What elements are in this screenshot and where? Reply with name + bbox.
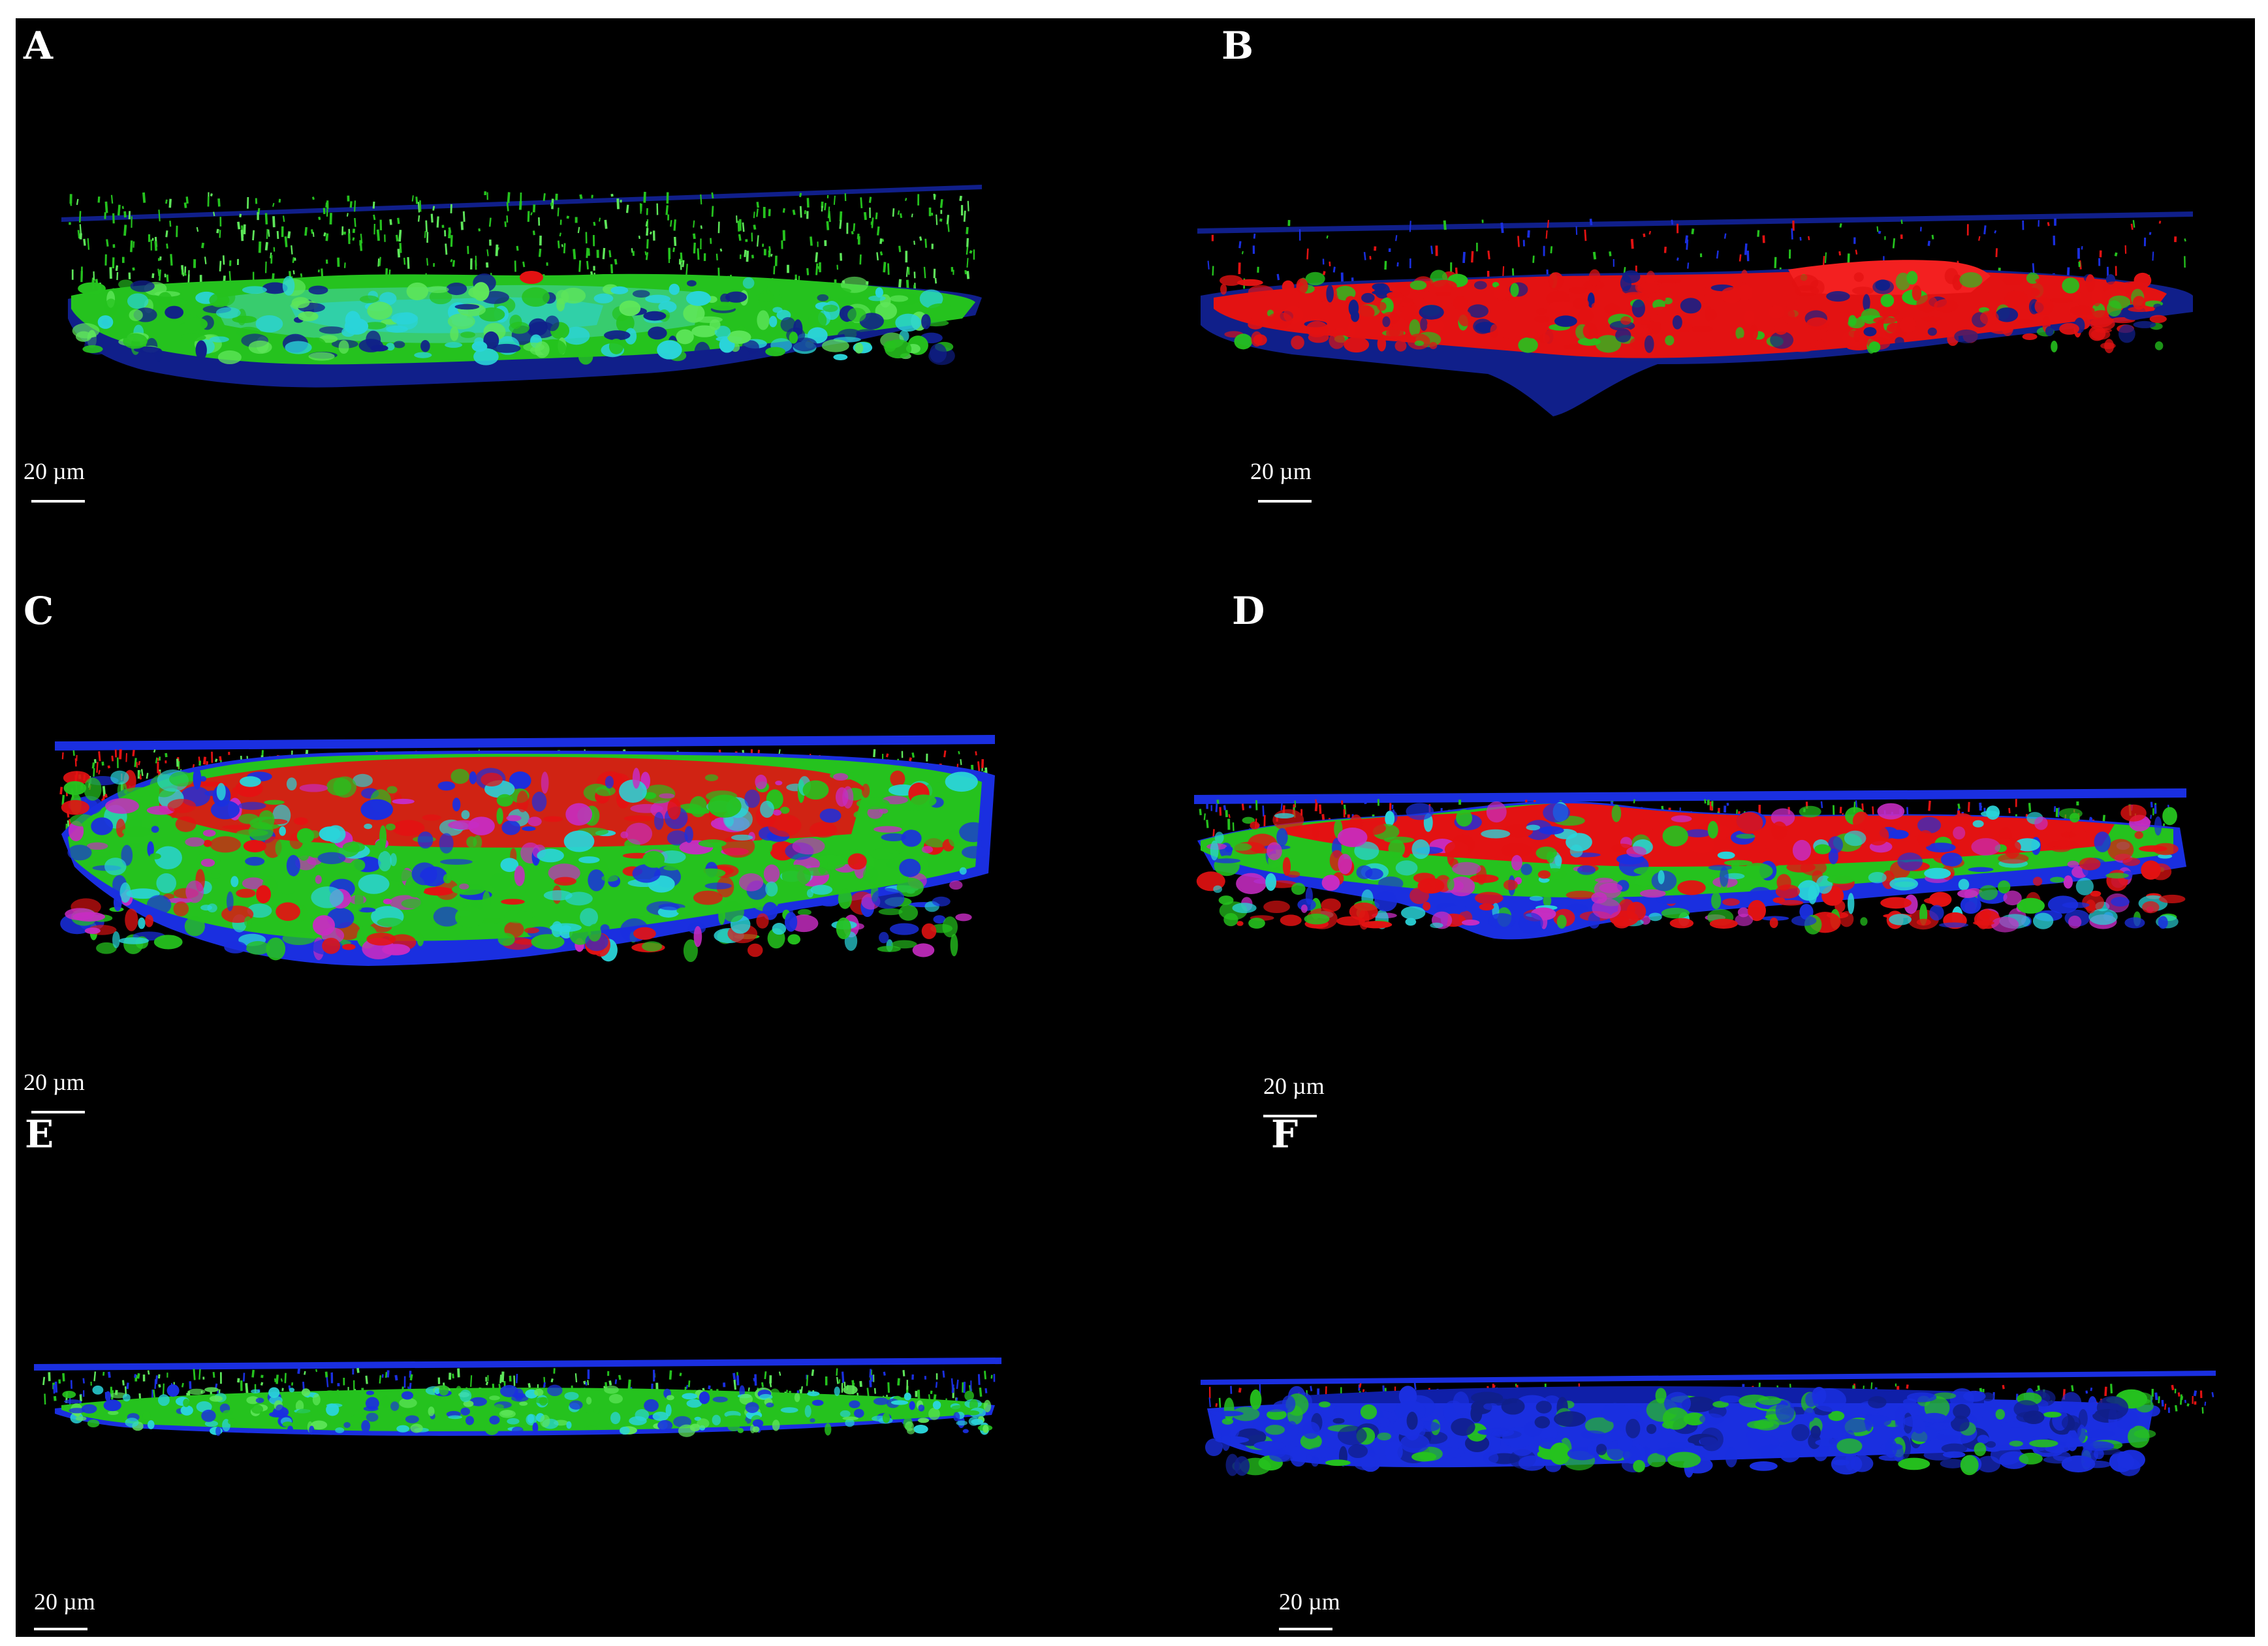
panel-b: B 20 µm <box>1135 18 2255 560</box>
panel-d: D 20 µm <box>1135 560 2255 1117</box>
panel-e-scale-bar <box>34 1628 87 1630</box>
panel-a-scale-bar <box>31 500 85 503</box>
panel-b-scale-label: 20 µm <box>1250 458 1312 484</box>
panel-f-render: F <box>1201 1112 2216 1478</box>
panel-f-scale-label: 20 µm <box>1279 1589 1340 1615</box>
panel-a-letter: A <box>23 23 54 68</box>
panel-e: E 20 µm <box>16 1102 1135 1637</box>
panel-c-scale-bar <box>31 1111 85 1113</box>
panel-c-scale-label: 20 µm <box>24 1069 85 1095</box>
panel-f: F 20 µm <box>1135 1102 2255 1637</box>
panel-d-scale-label: 20 µm <box>1263 1073 1325 1099</box>
confocal-figure: A 20 µm B 20 µm C 20 µm <box>16 18 2255 1637</box>
panel-f-scale-bar <box>1279 1628 1332 1630</box>
panel-b-scale-bar <box>1258 500 1312 503</box>
panel-d-render: D <box>1194 589 2186 940</box>
panel-e-scale-label: 20 µm <box>34 1589 95 1615</box>
panel-a: A 20 µm <box>16 18 1135 560</box>
panel-d-letter: D <box>1232 589 1265 633</box>
panel-a-scale-label: 20 µm <box>24 458 85 484</box>
panel-b-render: B <box>1197 23 2193 416</box>
panel-c-render: C <box>24 589 995 966</box>
panel-e-render: E <box>25 1112 1001 1437</box>
panel-c-letter: C <box>24 589 54 633</box>
panel-f-letter: F <box>1271 1112 1298 1157</box>
panel-d-scale-bar <box>1263 1115 1317 1117</box>
panel-c: C 20 µm <box>16 560 1135 1113</box>
panel-e-letter: E <box>25 1112 54 1157</box>
panel-a-render: A <box>23 23 982 388</box>
panel-b-letter: B <box>1221 23 1253 68</box>
